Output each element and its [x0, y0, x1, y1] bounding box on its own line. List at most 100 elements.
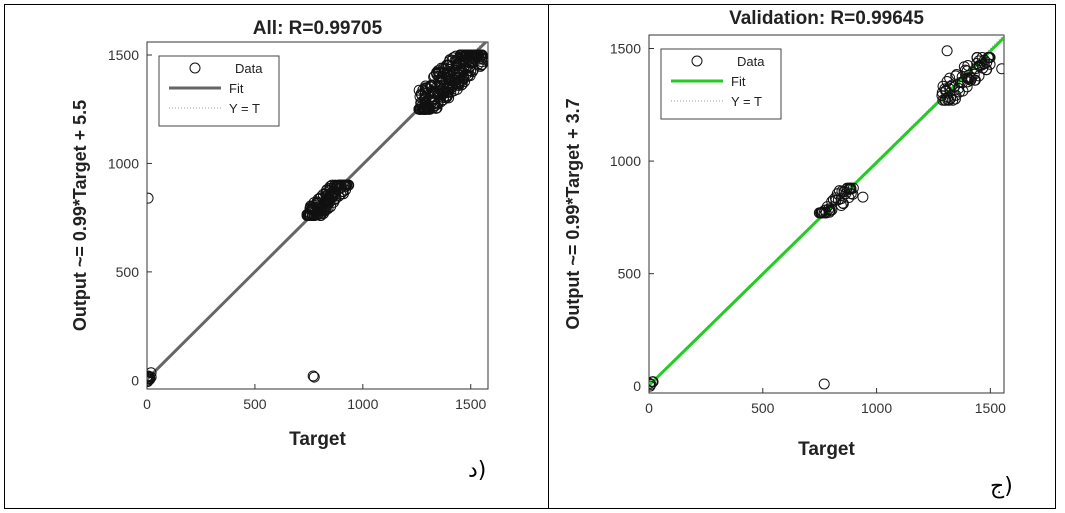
data-point [313, 201, 325, 213]
y-axis-label: Output ~= 0.99*Target + 3.7 [563, 98, 583, 329]
data-point [317, 188, 329, 200]
data-point [306, 210, 318, 221]
data-point [965, 71, 977, 83]
data-point [324, 180, 336, 192]
data-point [835, 193, 847, 205]
x-axis-label: Target [798, 439, 855, 460]
data-point [461, 55, 473, 67]
x-tick-label: 500 [751, 400, 775, 416]
legend-label: Y = T [731, 94, 762, 109]
legend-label: Fit [229, 81, 244, 96]
data-point [147, 367, 157, 379]
scatter-plot-all: All: R=0.99705 Target Output ~= 0.99*Targe… [70, 18, 489, 450]
data-point [984, 52, 996, 64]
x-tick-label: 0 [645, 400, 653, 416]
data-point [147, 192, 154, 204]
data-point [841, 183, 853, 195]
data-point [945, 92, 957, 104]
data-point [971, 52, 983, 64]
y-tick-label: 1000 [108, 155, 139, 171]
data-point [436, 83, 448, 95]
chart-legend: Data Fit Y = T [158, 55, 280, 127]
data-point [315, 203, 327, 215]
data-point [474, 60, 486, 72]
data-point [427, 94, 439, 106]
data-point [956, 77, 968, 89]
plot-content [649, 35, 1004, 392]
data-point [443, 83, 455, 95]
y-tick-label: 500 [116, 264, 140, 280]
caption-right: ج) [990, 474, 1013, 499]
legend-data-marker [691, 55, 703, 67]
data-point [323, 191, 335, 203]
data-point [429, 100, 441, 112]
legend-label: Data [235, 61, 263, 76]
data-point [329, 193, 341, 205]
data-point [324, 196, 336, 208]
data-point [325, 189, 337, 201]
caption-left: د) [468, 458, 487, 483]
x-tick-label: 1000 [347, 396, 378, 412]
legend-label: Y = T [229, 101, 260, 116]
x-tick-label: 1500 [975, 400, 1006, 416]
data-point [937, 94, 949, 106]
data-point [422, 103, 434, 115]
data-point [829, 192, 841, 204]
legend-box [158, 55, 280, 127]
data-point [469, 49, 481, 61]
chart-legend: Data Fit Y = T [660, 48, 782, 120]
data-point [438, 67, 450, 79]
x-tick-label: 0 [143, 396, 151, 412]
panel-divider [548, 4, 549, 509]
legend-label: Fit [731, 74, 746, 89]
y-tick-label: 0 [131, 372, 139, 388]
y-tick-label: 0 [633, 378, 641, 394]
data-point [306, 204, 318, 216]
data-point [649, 376, 659, 388]
legend-data-marker [189, 62, 201, 74]
data-point [951, 69, 963, 81]
data-point [342, 179, 354, 191]
data-point [313, 206, 325, 218]
legend-box [660, 48, 782, 120]
x-tick-label: 1000 [861, 400, 892, 416]
chart-title: Validation: R=0.99645 [729, 8, 924, 29]
data-point [815, 207, 827, 219]
y-tick-label: 1500 [108, 47, 139, 63]
plot-content [147, 42, 488, 387]
data-point [432, 79, 444, 91]
chart-title: All: R=0.99705 [253, 18, 383, 39]
data-point [981, 64, 993, 76]
y-tick-label: 1500 [610, 41, 641, 57]
figure-frame [4, 4, 1056, 509]
data-point [818, 378, 830, 390]
data-point [981, 57, 993, 69]
data-point [475, 49, 487, 61]
data-point [957, 85, 969, 97]
data-point [944, 72, 956, 84]
data-point [847, 182, 859, 194]
data-point [857, 191, 869, 203]
data-point [837, 198, 849, 210]
data-point [973, 70, 985, 82]
data-point [467, 49, 479, 61]
x-axis-label: Target [289, 429, 346, 450]
data-point [941, 45, 953, 57]
data-point [996, 63, 1004, 75]
data-point [441, 91, 453, 103]
y-tick-label: 1000 [610, 153, 641, 169]
data-point [336, 179, 348, 191]
data-point [415, 97, 427, 109]
data-point [961, 65, 973, 77]
data-point [970, 62, 982, 74]
x-tick-label: 500 [243, 396, 267, 412]
data-point [446, 54, 458, 66]
data-point [464, 70, 476, 82]
data-point [444, 66, 456, 78]
data-point [946, 79, 958, 91]
data-point [649, 378, 657, 390]
data-point [308, 371, 320, 383]
data-point [969, 74, 981, 86]
data-point [415, 103, 427, 115]
data-point [428, 91, 440, 103]
